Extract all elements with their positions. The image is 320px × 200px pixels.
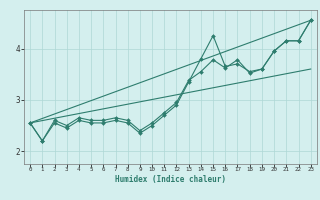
X-axis label: Humidex (Indice chaleur): Humidex (Indice chaleur) [115,175,226,184]
